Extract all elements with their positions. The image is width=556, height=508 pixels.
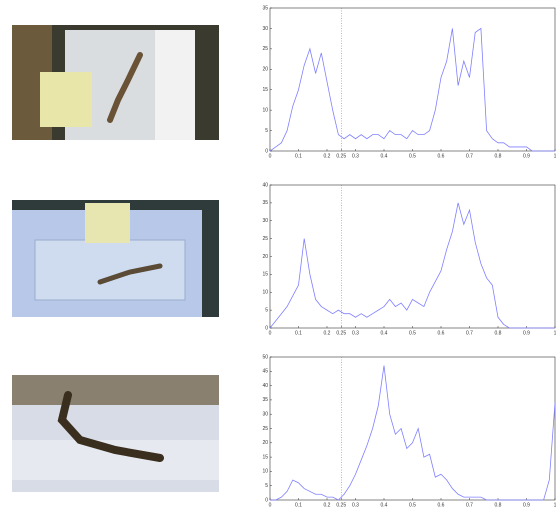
- y-tick-label: 5: [265, 128, 268, 134]
- y-tick-label: 40: [262, 182, 268, 188]
- x-tick-label: 0: [269, 330, 272, 336]
- axes-box: [270, 185, 555, 328]
- x-tick-label: 0.25: [336, 502, 346, 508]
- y-tick-label: 20: [262, 67, 268, 73]
- y-tick-label: 10: [262, 469, 268, 475]
- y-tick-label: 35: [262, 5, 268, 11]
- x-tick-label: 0.25: [336, 153, 346, 159]
- photo-2: [12, 200, 219, 317]
- y-tick-label: 45: [262, 369, 268, 375]
- x-tick-label: 0.8: [495, 502, 502, 508]
- x-tick-label: 0.5: [409, 502, 416, 508]
- x-tick-label: 0.8: [495, 330, 502, 336]
- figure: 00.10.20.250.30.40.50.60.70.80.910510152…: [0, 0, 556, 508]
- y-tick-label: 15: [262, 272, 268, 278]
- y-tick-label: 25: [262, 426, 268, 432]
- x-tick-label: 0.4: [381, 153, 388, 159]
- x-tick-label: 0.7: [466, 330, 473, 336]
- y-tick-label: 35: [262, 397, 268, 403]
- y-tick-label: 0: [265, 148, 268, 154]
- x-tick-label: 0.1: [295, 502, 302, 508]
- axes-box: [270, 8, 555, 151]
- y-tick-label: 25: [262, 46, 268, 52]
- x-tick-label: 0.2: [324, 330, 331, 336]
- x-tick-label: 0.5: [409, 330, 416, 336]
- x-tick-label: 0.1: [295, 330, 302, 336]
- x-tick-label: 0.7: [466, 502, 473, 508]
- y-tick-label: 30: [262, 218, 268, 224]
- x-tick-label: 0: [269, 502, 272, 508]
- x-tick-label: 0.6: [438, 330, 445, 336]
- y-tick-label: 0: [265, 325, 268, 331]
- x-tick-label: 0.9: [523, 330, 530, 336]
- y-tick-label: 35: [262, 200, 268, 206]
- y-tick-label: 5: [265, 307, 268, 313]
- y-tick-label: 50: [262, 354, 268, 360]
- x-tick-label: 0: [269, 153, 272, 159]
- y-tick-label: 10: [262, 290, 268, 296]
- x-tick-label: 0.3: [352, 330, 359, 336]
- x-tick-label: 0.3: [352, 502, 359, 508]
- x-tick-label: 0.8: [495, 153, 502, 159]
- y-tick-label: 15: [262, 454, 268, 460]
- y-tick-label: 10: [262, 107, 268, 113]
- x-tick-label: 0.4: [381, 330, 388, 336]
- y-tick-label: 0: [265, 497, 268, 503]
- x-tick-label: 0.25: [336, 330, 346, 336]
- y-tick-label: 40: [262, 383, 268, 389]
- x-tick-label: 0.2: [324, 153, 331, 159]
- y-tick-label: 15: [262, 87, 268, 93]
- y-tick-label: 5: [265, 483, 268, 489]
- x-tick-label: 0.2: [324, 502, 331, 508]
- x-tick-label: 0.9: [523, 502, 530, 508]
- x-tick-label: 0.3: [352, 153, 359, 159]
- x-tick-label: 0.5: [409, 153, 416, 159]
- y-tick-label: 20: [262, 254, 268, 260]
- y-tick-label: 25: [262, 236, 268, 242]
- x-tick-label: 0.1: [295, 153, 302, 159]
- y-tick-label: 20: [262, 440, 268, 446]
- photo-1: [12, 25, 219, 140]
- y-tick-label: 30: [262, 412, 268, 418]
- x-tick-label: 0.7: [466, 153, 473, 159]
- y-tick-label: 30: [262, 26, 268, 32]
- axes-box: [270, 357, 555, 500]
- photo-3: [12, 375, 219, 492]
- x-tick-label: 0.4: [381, 502, 388, 508]
- x-tick-label: 0.9: [523, 153, 530, 159]
- x-tick-label: 0.6: [438, 502, 445, 508]
- x-tick-label: 0.6: [438, 153, 445, 159]
